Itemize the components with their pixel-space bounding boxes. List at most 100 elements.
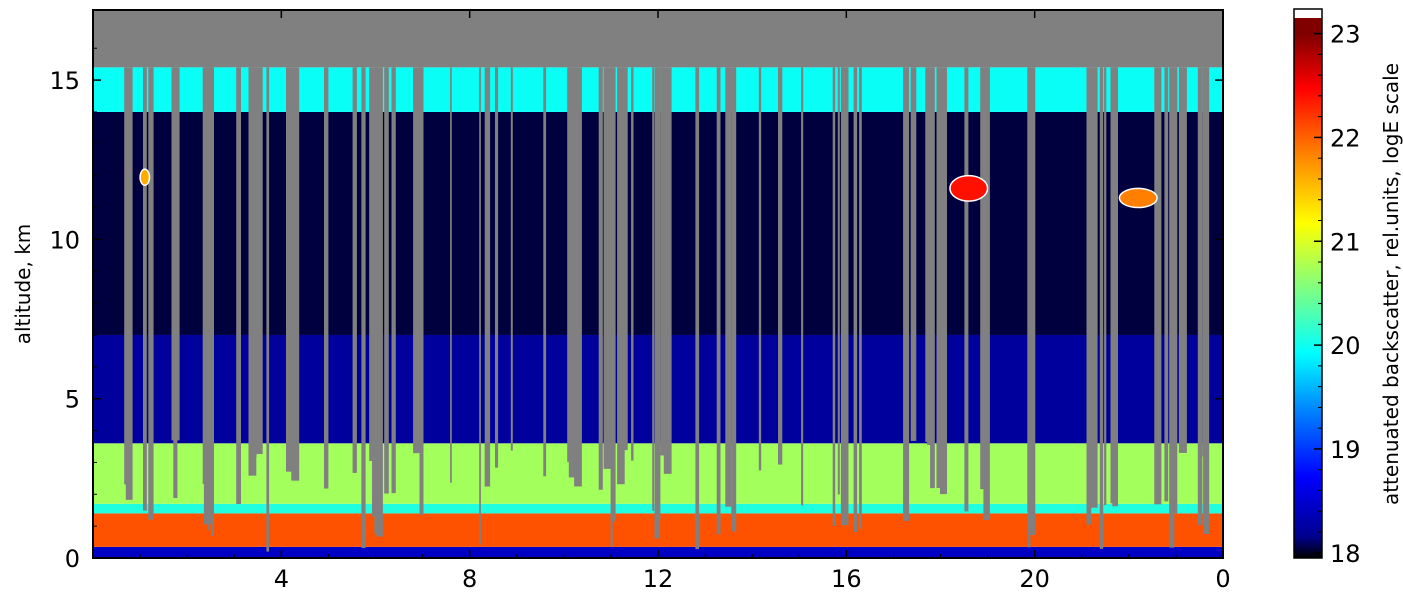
cloud-features [139, 168, 1158, 209]
gap-stripe-63 [603, 67, 612, 469]
gap-stripe-33 [631, 67, 634, 461]
x-tick-label: 4 [274, 565, 289, 593]
x-tick-label: 0 [1215, 565, 1230, 593]
y-tick-label: 0 [65, 545, 80, 573]
gap-stripe-28 [352, 67, 357, 473]
gap-stripe-26 [936, 67, 943, 489]
y-tick-label: 5 [65, 386, 80, 414]
gap-stripe-47 [927, 67, 931, 445]
gap-stripe-83 [656, 67, 660, 480]
y-axis-title: altitude, km [11, 224, 35, 345]
gap-stripe-72 [1027, 67, 1030, 513]
gap-stripe-90 [983, 67, 990, 520]
colorbar-tick-label: 18 [1330, 540, 1361, 568]
gap-stripe-25 [1178, 67, 1187, 453]
colorbar: 18 19 20 21 22 23 attenuated backscatter, rel… [1293, 8, 1403, 568]
gap-stripe-65 [1203, 67, 1210, 534]
colorbar-tick-label: 22 [1330, 124, 1361, 152]
gap-stripe-81 [148, 67, 154, 520]
gap-stripe-44 [801, 67, 804, 506]
gap-stripe-24 [413, 67, 420, 454]
gap-stripe-50 [207, 67, 210, 531]
colorbar-gradient [1294, 18, 1322, 558]
gap-stripe-10 [853, 67, 858, 533]
gap-stripe-64 [173, 67, 178, 499]
gap-stripe-85 [1154, 67, 1162, 505]
y-tick-label: 10 [49, 226, 80, 254]
gap-stripe-93 [484, 67, 491, 487]
gap-stripe-21 [660, 67, 665, 456]
cloud-0 [949, 174, 989, 202]
gap-stripe-13 [964, 67, 969, 512]
gap-stripe-46 [125, 67, 133, 500]
colorbar-title: attenuated backscatter, rel.units, logE … [1379, 63, 1403, 505]
gap-stripe-89 [291, 67, 300, 481]
cloud-2 [139, 168, 151, 186]
gap-stripe-78 [1104, 67, 1107, 506]
colorbar-frame [1293, 8, 1323, 559]
gap-stripe-73 [574, 67, 582, 487]
gap-stripe-92 [1171, 67, 1178, 514]
gap-stripe-94 [252, 67, 257, 457]
gap-stripe-86 [211, 67, 214, 537]
gap-stripe-43 [266, 67, 270, 552]
plot-area [93, 10, 1223, 558]
gap-stripe-91 [758, 67, 762, 471]
y-tick-label: 15 [49, 67, 80, 95]
x-tick-label: 8 [462, 565, 477, 593]
cloud-1 [1118, 187, 1158, 209]
gap-stripe-42 [369, 67, 373, 461]
gap-stripe-1 [384, 67, 389, 494]
gap-stripe-27 [143, 67, 147, 511]
gap-stripe-61 [725, 67, 732, 507]
gap-stripe-16 [778, 67, 783, 465]
colorbar-ticks: 18 19 20 21 22 23 [1314, 21, 1361, 568]
gap-stripe-71 [1112, 67, 1118, 507]
colorbar-tick-label: 19 [1330, 436, 1361, 464]
y-axis: 0 5 10 15 [49, 47, 1223, 573]
gap-stripe-12 [716, 67, 721, 535]
colorbar-tick-label: 21 [1330, 228, 1361, 256]
gap-stripe-38 [206, 67, 208, 491]
gap-stripe-9 [324, 67, 329, 489]
gap-stripe-88 [419, 67, 424, 515]
gap-stripe-69 [543, 67, 547, 477]
x-tick-label: 20 [1019, 565, 1050, 593]
x-tick-label: 16 [831, 565, 862, 593]
gap-stripe-82 [495, 67, 499, 468]
gap-stripe-76 [479, 67, 481, 545]
x-tick-label: 12 [643, 565, 674, 593]
gap-stripe-29 [925, 67, 929, 442]
colorbar-tick-label: 23 [1330, 21, 1361, 49]
gap-stripe-45 [236, 67, 241, 505]
gap-stripe-77 [930, 67, 935, 489]
gap-stripe-48 [903, 67, 910, 521]
gap-stripe-84 [1089, 67, 1098, 508]
gap-stripe-75 [391, 67, 396, 494]
gap-stripe-67 [695, 67, 700, 550]
gap-stripe-11 [1197, 67, 1203, 525]
gap-stripe-66 [859, 67, 862, 529]
gap-stripe-39 [1027, 67, 1036, 535]
gap-stripe-34 [1099, 67, 1104, 549]
gap-stripe-4 [837, 67, 840, 495]
gap-stripe-20 [1164, 67, 1169, 502]
gap-stripe-80 [256, 67, 263, 455]
gap-stripe-87 [910, 67, 917, 441]
layer-7 [93, 10, 1223, 68]
gap-stripe-62 [940, 67, 947, 495]
gap-stripe-70 [372, 67, 379, 517]
gap-stripe-51 [450, 67, 452, 483]
gap-stripe-55 [663, 67, 672, 474]
gap-stripe-15 [1086, 67, 1092, 525]
gap-stripe-60 [599, 67, 602, 441]
gap-stripe-36 [840, 67, 849, 526]
colorbar-tick-label: 20 [1330, 332, 1361, 360]
gap-stripe-17 [832, 67, 836, 526]
colorbar-over-cap [1294, 9, 1322, 18]
gap-stripe-19 [568, 67, 576, 478]
gap-stripe-79 [361, 67, 366, 548]
gap-stripe-49 [510, 67, 513, 451]
gap-stripe-56 [619, 67, 628, 451]
